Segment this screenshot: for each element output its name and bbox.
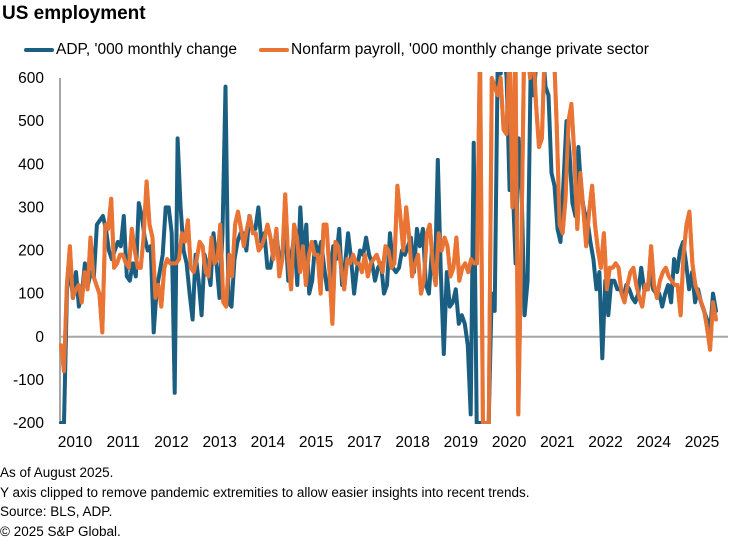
y-tick-label: 0	[35, 329, 44, 346]
legend-swatch-nfp	[259, 48, 290, 52]
x-tick-label: 2018	[395, 434, 429, 451]
y-tick-label: 200	[18, 243, 44, 260]
series-line-adp	[59, 72, 718, 424]
series-line-nfp-front	[59, 72, 718, 424]
y-tick-label: 100	[18, 286, 44, 303]
y-tick-label: 400	[18, 156, 44, 173]
x-tick-label: 2025	[685, 434, 719, 451]
x-tick-label: 2020	[492, 434, 527, 451]
chart-area: -200 -100 0 100 200 300 400 500 600 2010 2011 2012…	[13, 70, 728, 451]
x-tick-label: 2015	[299, 434, 333, 451]
y-tick-label: -200	[13, 415, 44, 432]
footnote-source: Source: BLS, ADP.	[0, 504, 113, 519]
legend-label-nfp: Nonfarm payroll, '000 monthly change pri…	[291, 41, 649, 58]
legend-item-adp: ADP, '000 monthly change	[24, 41, 237, 59]
y-axis: -200 -100 0 100 200 300 400 500 600	[13, 70, 44, 432]
legend-item-nfp: Nonfarm payroll, '000 monthly change pri…	[259, 41, 649, 59]
footnote-copyright: © 2025 S&P Global.	[0, 523, 121, 539]
y-tick-label: -100	[13, 372, 44, 389]
x-tick-label: 2011	[107, 434, 140, 451]
x-tick-label: 2024	[637, 434, 672, 451]
x-tick-label: 2021	[540, 434, 574, 451]
x-axis: 2010 2011 2012 2013 2014 2015 2017 2018 2019 2020…	[58, 434, 719, 451]
x-tick-label: 2014	[251, 434, 286, 451]
footnote-as-of: As of August 2025.	[0, 465, 114, 480]
y-tick-label: 500	[18, 113, 44, 130]
footnotes: As of August 2025. Y axis clipped to rem…	[0, 463, 530, 541]
legend-label-adp: ADP, '000 monthly change	[56, 41, 238, 58]
chart-title: US employment	[2, 3, 146, 24]
y-tick-label: 600	[18, 70, 44, 87]
legend-swatch-adp	[24, 48, 54, 52]
x-tick-label: 2010	[58, 434, 93, 451]
legend: ADP, '000 monthly change Nonfarm payroll…	[24, 41, 671, 59]
footnote-clip-note: Y axis clipped to remove pandemic extrem…	[0, 484, 530, 500]
x-tick-label: 2019	[444, 434, 478, 451]
y-tick-label: 300	[18, 199, 44, 216]
x-tick-label: 2022	[588, 434, 622, 451]
x-tick-label: 2012	[154, 434, 188, 451]
x-tick-label: 2017	[347, 434, 381, 451]
x-tick-label: 2013	[202, 434, 236, 451]
